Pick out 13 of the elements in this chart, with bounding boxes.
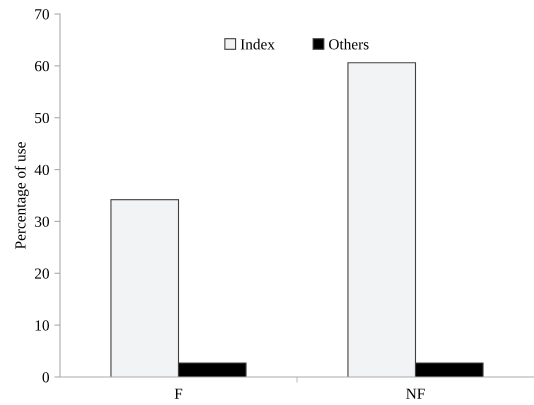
legend-label: Others	[329, 38, 369, 50]
y-tick-label: 30	[35, 216, 49, 227]
y-tick-label: 0	[42, 372, 49, 382]
y-tick-label: 50	[35, 112, 49, 124]
y-tick-label: 40	[34, 164, 49, 176]
x-tick-label: F	[174, 388, 182, 399]
y-tick-label: 10	[36, 320, 49, 331]
x-tick-label: NF	[406, 388, 425, 399]
y-tick-label: 60	[34, 61, 49, 72]
y-axis-title: Percentage of use	[14, 142, 29, 249]
y-tick-label: 20	[34, 268, 49, 279]
y-tick-label: 70	[35, 9, 49, 20]
legend-label: Index	[240, 38, 275, 50]
